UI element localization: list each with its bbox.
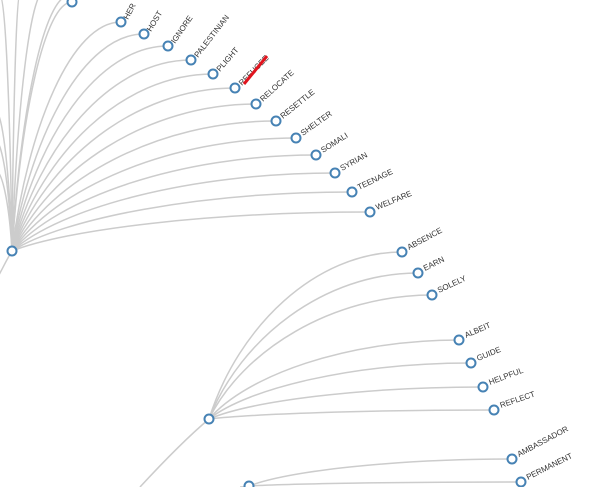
link-group-2-3 bbox=[208, 339, 460, 420]
tree-node-ignore[interactable] bbox=[162, 40, 174, 52]
link-root-group-1 bbox=[0, 250, 13, 275]
tree-node-permanent[interactable] bbox=[515, 476, 527, 487]
label-solely: SOLELY bbox=[436, 273, 468, 294]
link-group-1-12 bbox=[11, 211, 371, 252]
link-group-1-offscreen-0 bbox=[1, 0, 13, 252]
tree-node-relocate[interactable] bbox=[250, 98, 262, 110]
tree-node-earn[interactable] bbox=[412, 267, 424, 279]
tree-node-helpful[interactable] bbox=[477, 381, 489, 393]
label-syrian: SYRIAN bbox=[339, 150, 370, 172]
link-group-2-4 bbox=[208, 362, 472, 420]
label-helpful: HELPFUL bbox=[488, 366, 525, 387]
link-group-1-10 bbox=[11, 172, 336, 252]
link-group-1-3 bbox=[11, 59, 192, 252]
tree-node-albeit[interactable] bbox=[453, 334, 465, 346]
label-absence: ABSENCE bbox=[406, 226, 444, 252]
tree-hub-group-1[interactable] bbox=[6, 245, 18, 257]
label-permanent: PERMANENT bbox=[525, 451, 574, 482]
label-palestinian: PALESTINIAN bbox=[192, 13, 231, 59]
tree-node-syrian[interactable] bbox=[329, 167, 341, 179]
label-resettle: RESETTLE bbox=[279, 88, 317, 121]
link-group-1-4 bbox=[11, 73, 214, 252]
label-teenage: TEENAGE bbox=[356, 167, 394, 192]
link-group-3-1 bbox=[248, 481, 522, 487]
label-albeit: ALBEIT bbox=[463, 321, 492, 340]
highlight-underline bbox=[242, 55, 269, 85]
link-group-1-5 bbox=[11, 87, 236, 252]
label-reflect: REFLECT bbox=[499, 389, 537, 409]
link-group-2-0 bbox=[208, 251, 403, 420]
tree-node-welfare[interactable] bbox=[364, 206, 376, 218]
link-group-1-7 bbox=[11, 120, 277, 252]
label-somali: SOMALI bbox=[319, 131, 349, 155]
label-plight: PLIGHT bbox=[215, 46, 241, 74]
link-group-1-0 bbox=[11, 21, 122, 252]
link-group-1-partial bbox=[11, 1, 73, 252]
tree-node-reflect[interactable] bbox=[488, 404, 500, 416]
tree-hub-group-2[interactable] bbox=[203, 413, 215, 425]
tree-node-teenage[interactable] bbox=[346, 186, 358, 198]
tree-node-partial[interactable] bbox=[66, 0, 78, 8]
tree-node-resettle[interactable] bbox=[270, 115, 282, 127]
link-group-1-9 bbox=[11, 154, 317, 252]
tree-node-guide[interactable] bbox=[465, 357, 477, 369]
tree-links bbox=[0, 0, 522, 487]
label-guide: GUIDE bbox=[475, 345, 502, 363]
link-group-1-offscreen-6 bbox=[0, 173, 13, 252]
label-ignore: IGNORE bbox=[169, 14, 194, 45]
link-group-1-6 bbox=[11, 103, 257, 252]
label-shelter: SHELTER bbox=[299, 109, 334, 138]
link-group-1-offscreen-2 bbox=[11, 0, 39, 252]
link-group-2-1 bbox=[208, 272, 419, 420]
link-root-group-2 bbox=[139, 418, 210, 487]
link-group-1-offscreen-1 bbox=[11, 0, 20, 252]
tree-node-refugee[interactable] bbox=[229, 82, 241, 94]
label-welfare: WELFARE bbox=[374, 189, 413, 212]
label-earn: EARN bbox=[422, 255, 446, 273]
tree-node-plight[interactable] bbox=[207, 68, 219, 80]
label-her: HER bbox=[122, 2, 138, 21]
label-relocate: RELOCATE bbox=[258, 68, 296, 103]
tree-hub-group-3[interactable] bbox=[243, 480, 255, 487]
link-group-1-11 bbox=[11, 191, 353, 252]
tree-node-her[interactable] bbox=[115, 16, 127, 28]
label-ambassador: AMBASSADOR bbox=[516, 424, 570, 459]
tree-node-solely[interactable] bbox=[426, 289, 438, 301]
tree-node-host[interactable] bbox=[138, 28, 150, 40]
link-group-1-8 bbox=[11, 137, 297, 252]
link-group-3-0 bbox=[248, 458, 513, 487]
link-group-1-2 bbox=[11, 45, 169, 252]
label-host: HOST bbox=[145, 9, 164, 33]
tree-node-ambassador[interactable] bbox=[506, 453, 518, 465]
link-group-1-1 bbox=[11, 33, 145, 252]
link-group-2-6 bbox=[208, 409, 495, 420]
tree-node-shelter[interactable] bbox=[290, 132, 302, 144]
link-group-2-2 bbox=[208, 294, 433, 420]
tree-node-palestinian[interactable] bbox=[185, 54, 197, 66]
tree-node-somali[interactable] bbox=[310, 149, 322, 161]
link-group-2-5 bbox=[208, 386, 484, 420]
tree-node-absence[interactable] bbox=[396, 246, 408, 258]
